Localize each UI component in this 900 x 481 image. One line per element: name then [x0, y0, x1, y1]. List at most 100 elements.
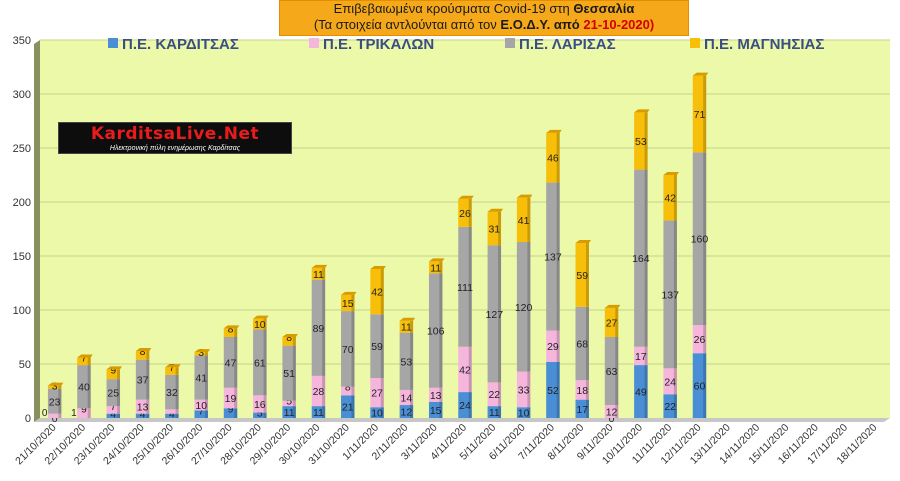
bar-segment-shade	[380, 268, 384, 315]
bar-segment-shade	[498, 406, 502, 418]
logo-tagline: Ηλεκτρονική πύλη ενημέρωσης Καρδίτσας	[109, 145, 241, 152]
bar-segment-shade	[146, 413, 150, 418]
bar-segment-shade	[322, 267, 326, 280]
bar-segment-shade	[146, 351, 150, 360]
legend-swatch	[690, 38, 700, 48]
y-tick-label: 100	[13, 305, 31, 317]
bar-value-label: 137	[544, 252, 562, 264]
bar-value-label: 29	[547, 341, 559, 353]
bar-segment	[282, 406, 296, 418]
bar-segment-shade	[58, 385, 62, 389]
y-tick-label: 150	[13, 251, 31, 263]
y-tick-label: 50	[19, 359, 31, 371]
bar-value-label: 4	[140, 409, 146, 421]
bar-top	[487, 208, 504, 212]
bar-segment-shade	[673, 175, 677, 221]
bar-segment-shade	[146, 399, 150, 414]
bar-segment	[282, 345, 296, 401]
bar-top	[516, 194, 533, 198]
bar-segment-shade	[527, 197, 531, 242]
bar-value-label: 164	[632, 253, 650, 265]
bar-segment-shade	[527, 371, 531, 408]
bar-segment-shade	[410, 332, 414, 390]
bar-segment	[575, 380, 589, 400]
bar-segment	[253, 395, 267, 413]
title-line-2: (Τα στοιχεία αντλούνται από τον Ε.Ο.Δ.Υ.…	[280, 17, 688, 33]
legend-swatch	[108, 38, 118, 48]
bar-segment-shade	[351, 386, 355, 396]
bar-segment	[399, 320, 414, 333]
bar-segment	[604, 337, 619, 406]
legend-label: Π.Ε. ΚΑΡΔΙΤΣΑΣ	[122, 36, 239, 53]
bar-segment	[370, 314, 384, 379]
bar-segment	[106, 369, 121, 380]
y-tick-label: 0	[25, 413, 31, 425]
bar-top	[428, 258, 445, 262]
bar-value-label: 5	[257, 408, 263, 420]
bar-segment-shade	[380, 407, 384, 418]
bar-segment	[165, 413, 179, 418]
bar-segment-shade	[175, 367, 179, 375]
bar-value-label: 40	[78, 382, 90, 394]
bar-segment	[370, 407, 384, 418]
bar-segment-shade	[556, 182, 560, 331]
bar-segment	[341, 395, 355, 418]
bar-segment	[458, 198, 472, 227]
legend-swatch	[505, 38, 515, 48]
bar-segment	[516, 371, 531, 408]
bar-value-label: 11	[313, 407, 324, 419]
bar-segment	[399, 405, 414, 418]
bar-segment	[428, 401, 443, 418]
bar-segment-shade	[292, 400, 296, 407]
bar-segment-shade	[556, 361, 560, 418]
bar-segment-shade	[703, 353, 707, 418]
bar-value-label: 14	[401, 392, 413, 404]
bar-segment	[399, 332, 414, 390]
bar-segment-shade	[87, 365, 91, 409]
bar-value-label: 27	[371, 388, 383, 400]
title-line1-region: Θεσσαλία	[573, 1, 635, 16]
bar-segment-shade	[117, 379, 121, 407]
bar-segment-shade	[58, 413, 62, 418]
bar-value-label: 13	[430, 390, 442, 402]
bar-segment-shade	[585, 243, 589, 307]
bar-value-label: 28	[313, 386, 325, 398]
bar-segment-shade	[87, 408, 91, 418]
bar-segment-shade	[527, 241, 531, 372]
bar-segment	[47, 385, 62, 389]
bar-segment	[692, 75, 707, 153]
legend-swatch	[309, 38, 319, 48]
bar-value-label: 8	[228, 323, 234, 335]
bar-segment	[634, 169, 648, 347]
bar-segment-shade	[585, 399, 589, 418]
bar-top	[663, 172, 679, 175]
bar-segment-shade	[673, 394, 677, 418]
bar-value-label: 11	[401, 322, 412, 334]
bar-segment	[604, 307, 619, 337]
bar-segment	[311, 279, 326, 376]
bar-segment	[663, 175, 677, 221]
bar-segment	[223, 328, 238, 337]
bar-value-label: 25	[107, 388, 119, 400]
bar-segment	[253, 412, 267, 418]
bar-value-label: 53	[635, 136, 647, 148]
bar-segment	[165, 367, 179, 375]
bar-segment	[341, 311, 355, 387]
bar-segment	[487, 245, 502, 383]
bar-segment-shade	[439, 401, 443, 418]
bar-value-label: 42	[459, 364, 471, 376]
bar-segment-shade	[585, 306, 589, 381]
bar-segment	[135, 399, 150, 414]
bar-segment	[194, 355, 208, 400]
bar-segment	[106, 379, 121, 407]
bar-segment	[223, 387, 238, 409]
bar-segment-shade	[644, 169, 648, 347]
bar-value-label: 27	[606, 317, 618, 329]
bar-top	[106, 366, 123, 370]
bar-top	[253, 315, 269, 319]
bar-segment-shade	[673, 368, 677, 395]
bar-segment	[165, 374, 179, 410]
bar-segment	[487, 406, 502, 418]
bar-segment	[575, 399, 589, 418]
bar-segment-shade	[204, 410, 208, 418]
